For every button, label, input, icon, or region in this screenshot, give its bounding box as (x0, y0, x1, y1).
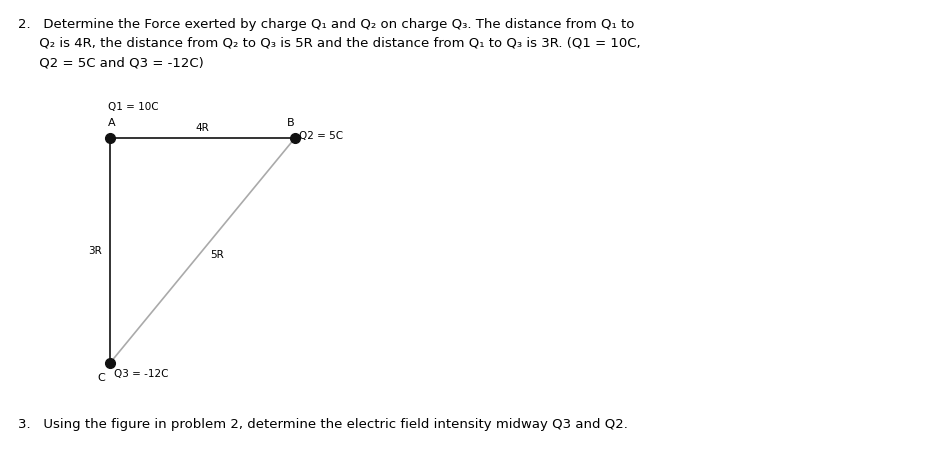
Text: Q1 = 10C: Q1 = 10C (108, 102, 159, 112)
Text: 2.   Determine the Force exerted by charge Q₁ and Q₂ on charge Q₃. The distance : 2. Determine the Force exerted by charge… (18, 18, 634, 31)
Text: 3R: 3R (88, 246, 102, 255)
Text: Q3 = -12C: Q3 = -12C (114, 369, 169, 379)
Text: A: A (108, 118, 116, 128)
Text: 5R: 5R (210, 251, 224, 260)
Text: Q2 = 5C: Q2 = 5C (299, 131, 343, 141)
Text: C: C (98, 373, 105, 383)
Text: B: B (287, 118, 295, 128)
Text: 4R: 4R (196, 123, 209, 133)
Text: 3.   Using the figure in problem 2, determine the electric field intensity midwa: 3. Using the figure in problem 2, determ… (18, 418, 628, 431)
Text: Q₂ is 4R, the distance from Q₂ to Q₃ is 5R and the distance from Q₁ to Q₃ is 3R.: Q₂ is 4R, the distance from Q₂ to Q₃ is … (18, 37, 640, 50)
Text: Q2 = 5C and Q3 = -12C): Q2 = 5C and Q3 = -12C) (18, 56, 204, 69)
